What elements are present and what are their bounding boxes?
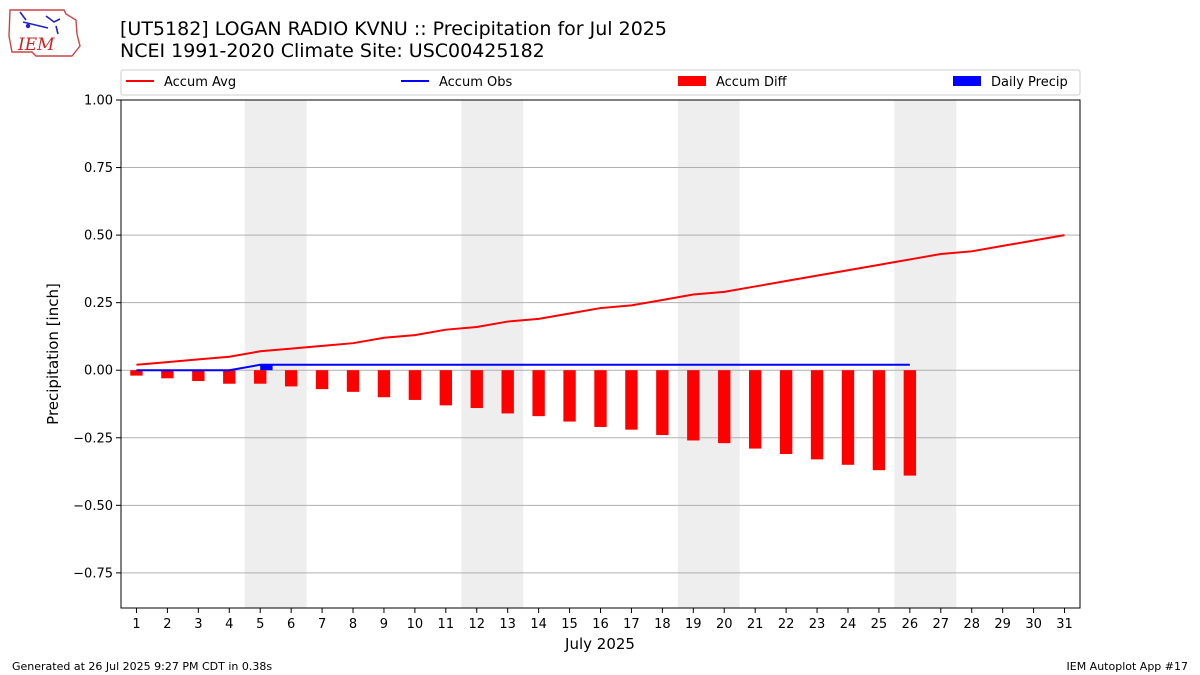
accum-diff-bar	[779, 370, 793, 454]
x-tick-label: 2	[163, 617, 171, 632]
y-axis-label: Precipitation [inch]	[44, 283, 62, 425]
axes: −0.75−0.50−0.250.000.250.500.751.001 2 3 4 5…	[73, 94, 1081, 632]
generated-note: Generated at 26 Jul 2025 9:27 PM CDT in …	[12, 660, 273, 673]
x-tick-label: 15	[561, 617, 578, 632]
accum-diff-bar	[408, 370, 422, 400]
accum-diff-bar	[810, 370, 824, 460]
accum-diff-bar	[903, 370, 917, 476]
accum-diff-bar	[563, 370, 576, 422]
weekend-band	[677, 100, 740, 608]
iem-logo: IEM	[8, 9, 81, 57]
accum-diff-bar	[625, 370, 638, 430]
accum-diff-bar	[346, 370, 360, 392]
accum-diff-bar	[161, 370, 174, 379]
legend-box	[120, 69, 1081, 96]
legend-daily-precip-label: Daily Precip	[991, 75, 1068, 90]
accum-diff-bar	[718, 370, 731, 444]
accum-diff-bar	[315, 370, 329, 390]
accum-diff-bar	[594, 370, 607, 427]
legend-accum-diff-label: Accum Diff	[716, 75, 788, 90]
weekend-band	[461, 100, 524, 608]
x-tick-label: 12	[468, 617, 485, 632]
x-tick-label: 19	[685, 617, 702, 632]
accum-diff-bar	[687, 370, 700, 441]
x-tick-label: 30	[1025, 617, 1042, 632]
chart-subtitle: NCEI 1991-2020 Climate Site: USC00425182	[120, 40, 545, 62]
legend-accum-obs-label: Accum Obs	[439, 75, 512, 90]
x-tick-label: 20	[716, 617, 733, 632]
y-tick-label: 1.00	[84, 94, 113, 109]
logo-text: IEM	[17, 35, 55, 55]
x-tick-label: 16	[592, 617, 609, 632]
x-tick-label: 10	[407, 617, 424, 632]
x-tick-label: 27	[933, 617, 950, 632]
x-tick-label: 29	[994, 617, 1011, 632]
x-tick-label: 17	[623, 617, 640, 632]
x-tick-label: 14	[530, 617, 547, 632]
y-tick-label: −0.50	[73, 499, 113, 514]
x-tick-label: 24	[840, 617, 857, 632]
x-tick-label: 5	[256, 617, 264, 632]
x-tick-label: 25	[871, 617, 888, 632]
legend-accum-diff-swatch	[678, 76, 706, 86]
accum-diff-bar	[192, 370, 205, 382]
accum-diff-bar	[254, 370, 267, 384]
accum-diff-bar	[656, 370, 669, 436]
x-tick-label: 23	[809, 617, 826, 632]
accum-diff-bar	[501, 370, 514, 414]
plot-frame	[120, 99, 1081, 609]
y-tick-label: 0.75	[84, 161, 113, 176]
line-series	[136, 234, 1065, 372]
legend: Accum Avg Accum Obs Accum Diff Daily Precip	[120, 69, 1081, 96]
weekend-band	[894, 100, 957, 608]
x-tick-label: 11	[438, 617, 455, 632]
accum-obs-line	[136, 363, 910, 372]
y-tick-label: 0.00	[84, 364, 113, 379]
accum-avg-line	[136, 234, 1065, 366]
x-tick-label: 1	[132, 617, 140, 632]
x-tick-label: 7	[318, 617, 326, 632]
legend-accum-avg-label: Accum Avg	[164, 75, 236, 90]
accum-diff-bar	[130, 370, 143, 376]
daily-precip-bar	[260, 364, 273, 371]
bar-series	[130, 364, 917, 476]
x-tick-label: 8	[349, 617, 357, 632]
x-tick-label: 21	[747, 617, 764, 632]
weekend-band	[244, 100, 307, 608]
app-note: IEM Autoplot App #17	[1066, 660, 1189, 673]
accum-diff-bar	[872, 370, 886, 471]
x-tick-label: 28	[963, 617, 980, 632]
x-tick-label: 13	[499, 617, 516, 632]
accum-diff-bar	[841, 370, 855, 465]
accum-diff-bar	[284, 370, 298, 387]
accum-diff-bar	[377, 370, 391, 398]
y-tick-label: 0.25	[84, 296, 113, 311]
accum-diff-bar	[470, 370, 483, 409]
x-tick-label: 18	[654, 617, 671, 632]
x-tick-label: 26	[902, 617, 919, 632]
accum-diff-bar	[748, 370, 762, 449]
y-tick-label: −0.25	[73, 431, 113, 446]
x-tick-label: 4	[225, 617, 233, 632]
accum-diff-bar	[532, 370, 545, 417]
x-tick-label: 6	[287, 617, 295, 632]
legend-daily-precip-swatch	[953, 76, 981, 86]
chart-title: [UT5182] LOGAN RADIO KVNU :: Precipitati…	[120, 18, 667, 40]
x-tick-label: 22	[778, 617, 795, 632]
accum-diff-bar	[223, 370, 236, 384]
y-tick-label: 0.50	[84, 229, 113, 244]
x-tick-label: 9	[380, 617, 388, 632]
weekend-shading	[244, 100, 957, 608]
x-tick-label: 3	[194, 617, 202, 632]
x-axis-label: July 2025	[564, 635, 635, 653]
accum-diff-bar	[439, 370, 453, 406]
x-tick-label: 31	[1056, 617, 1073, 632]
y-tick-label: −0.75	[73, 566, 113, 581]
